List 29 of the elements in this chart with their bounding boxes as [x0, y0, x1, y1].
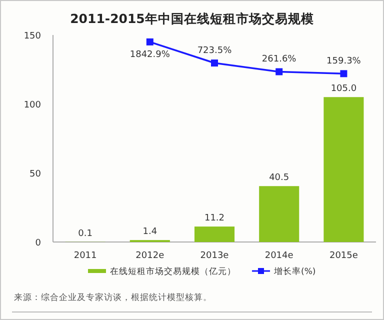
- x-tick-label: 2014e: [264, 251, 294, 261]
- data-label: 159.3%: [326, 56, 362, 67]
- data-label: 40.5: [269, 173, 290, 184]
- data-label: 723.5%: [197, 46, 232, 56]
- x-tick-label: 2012e: [136, 251, 165, 261]
- bar: [194, 226, 235, 242]
- data-label: 11.2: [204, 214, 225, 224]
- point: [146, 38, 154, 46]
- data-label: 0.1: [78, 228, 92, 239]
- x-tick-label: 2013e: [200, 251, 230, 261]
- data-label: 1842.9%: [130, 50, 170, 60]
- point: [276, 68, 283, 76]
- data-label: 1.4: [142, 227, 158, 238]
- point: [211, 60, 218, 67]
- bar: [324, 97, 364, 242]
- legend-label: 增长率(%): [273, 266, 316, 277]
- y-tick-label: 100: [24, 100, 42, 110]
- point: [340, 70, 348, 78]
- x-tick-label: 2011: [74, 251, 97, 261]
- y-tick-label: 0: [35, 238, 42, 248]
- data-label: 105.0: [330, 84, 357, 94]
- y-tick-label: 50: [30, 170, 42, 180]
- y-tick-label: 150: [24, 32, 42, 42]
- x-tick-label: 2015e: [329, 251, 358, 261]
- source-note: 来源：综合企业及专家访谈，根据统计模型核算。: [14, 292, 212, 303]
- chart-title: 2011-2015年中国在线短租市场交易规模: [70, 11, 314, 26]
- legend-label: 在线短租市场交易规模（亿元）: [110, 266, 236, 277]
- bar: [259, 186, 300, 242]
- data-label: 261.6%: [262, 54, 297, 65]
